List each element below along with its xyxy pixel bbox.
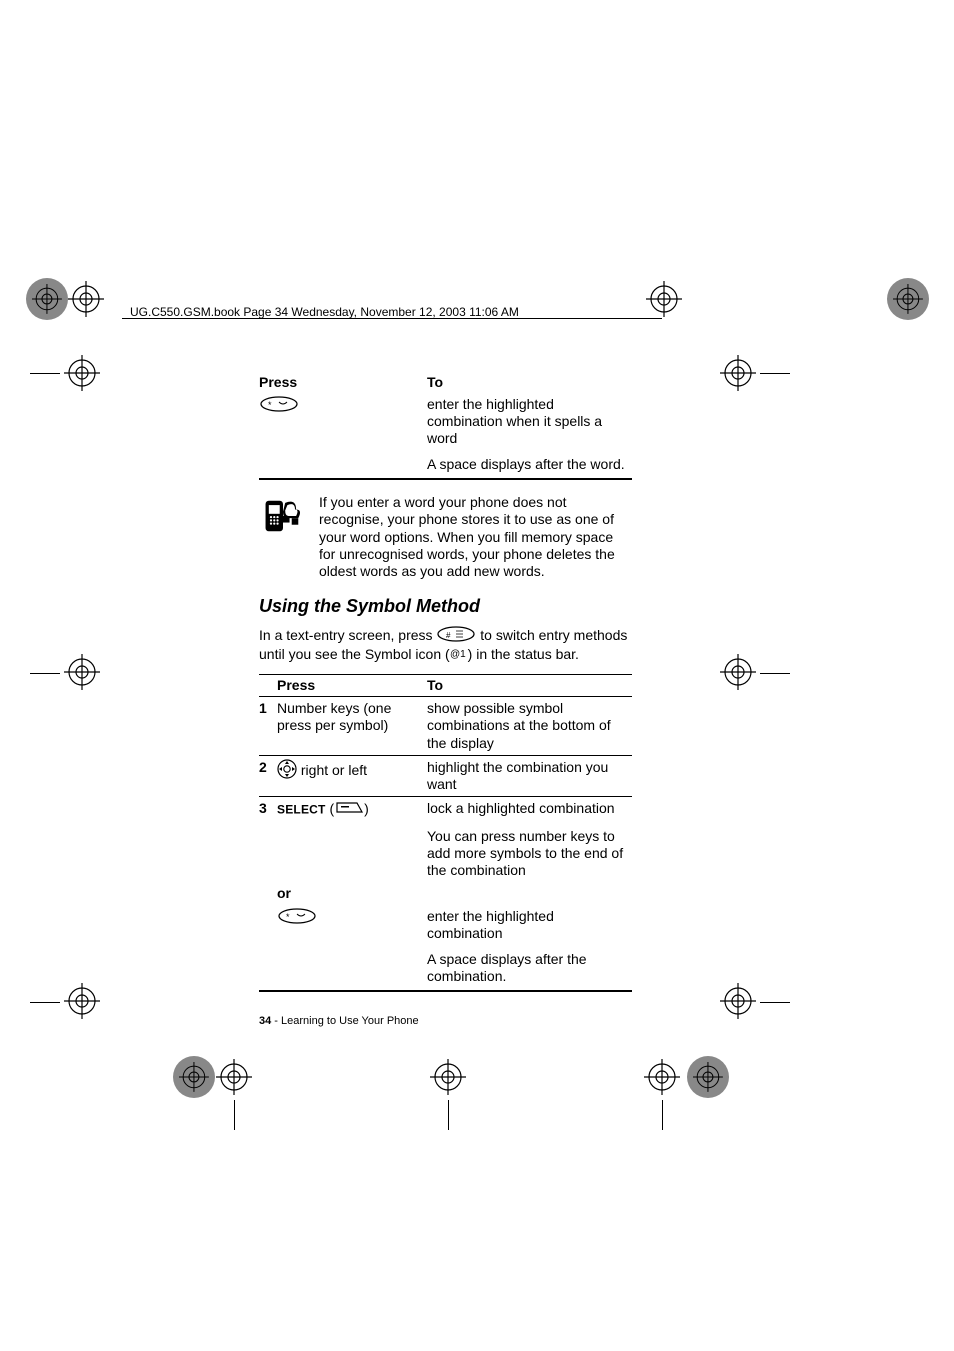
nav-key-icon [277, 759, 297, 783]
col-press: Press [259, 372, 427, 393]
press-cell: Number keys (one press per symbol) [277, 697, 427, 755]
intro-text-a: In a text-entry screen, press [259, 627, 436, 643]
crop-tick [30, 673, 60, 674]
to-cell: highlight the combination you want [427, 755, 632, 796]
crop-tick [662, 1100, 663, 1130]
to-cell: You can press number keys to add more sy… [427, 822, 632, 882]
registration-mark [64, 654, 100, 690]
press-cell [259, 393, 427, 450]
registration-disc [25, 277, 69, 321]
registration-mark [64, 355, 100, 391]
to-cell: A space displays after the combination. [427, 945, 632, 988]
crop-tick [760, 673, 790, 674]
crop-tick [30, 1002, 60, 1003]
registration-mark [68, 281, 104, 317]
col-press: Press [277, 675, 427, 697]
registration-disc [886, 277, 930, 321]
section-heading: Using the Symbol Method [259, 596, 632, 618]
memory-note: If you enter a word your phone does not … [259, 494, 632, 579]
star-key-icon [277, 908, 317, 928]
to-cell: enter the highlighted combination when i… [427, 393, 632, 450]
star-key-icon [259, 396, 299, 416]
press-cell: right or left [277, 755, 427, 796]
note-text: If you enter a word your phone does not … [319, 494, 632, 579]
crop-tick [760, 373, 790, 374]
press-text: right or left [297, 761, 367, 777]
press-to-table-1: Press To enter the highlighted combinati… [259, 372, 632, 480]
step-num: 1 [259, 697, 277, 755]
registration-mark [64, 983, 100, 1019]
step-num: 3 [259, 796, 277, 822]
symbol-mode-icon [450, 647, 468, 665]
registration-mark [646, 281, 682, 317]
to-cell: A space displays after the word. [427, 450, 632, 476]
select-label: SELECT [277, 802, 326, 816]
crop-tick [234, 1100, 235, 1130]
crop-tick [30, 373, 60, 374]
page-content: Press To enter the highlighted combinati… [259, 372, 632, 992]
registration-mark [720, 355, 756, 391]
press-to-table-2: Press To 1 Number keys (one press per sy… [259, 674, 632, 992]
registration-mark [430, 1059, 466, 1095]
intro-paragraph: In a text-entry screen, press to switch … [259, 626, 632, 665]
step-num: 2 [259, 755, 277, 796]
registration-disc [686, 1055, 730, 1099]
crop-tick [448, 1100, 449, 1130]
col-to: To [427, 372, 632, 393]
registration-mark [720, 983, 756, 1019]
registration-mark [720, 654, 756, 690]
page-footer: 34 - Learning to Use Your Phone [259, 1015, 419, 1027]
press-cell [277, 905, 427, 945]
to-cell: show possible symbol combinations at the… [427, 697, 632, 755]
to-cell: lock a highlighted combination [427, 796, 632, 822]
close-paren: ) [364, 800, 369, 816]
phone-thought-icon [259, 494, 307, 579]
hash-key-icon [436, 626, 476, 647]
col-to: To [427, 675, 632, 697]
registration-disc [172, 1055, 216, 1099]
crop-tick [760, 1002, 790, 1003]
page-number: 34 [259, 1015, 271, 1027]
intro-text-c: ) in the status bar. [468, 646, 579, 662]
to-cell: enter the highlighted combination [427, 905, 632, 945]
or-separator: or [277, 882, 427, 905]
registration-mark [644, 1059, 680, 1095]
header-rule [122, 318, 662, 319]
registration-mark [216, 1059, 252, 1095]
soft-key-icon [334, 800, 364, 819]
press-cell: SELECT () [277, 796, 427, 822]
footer-label: - Learning to Use Your Phone [271, 1015, 418, 1027]
running-header: UG.C550.GSM.book Page 34 Wednesday, Nove… [130, 305, 519, 319]
